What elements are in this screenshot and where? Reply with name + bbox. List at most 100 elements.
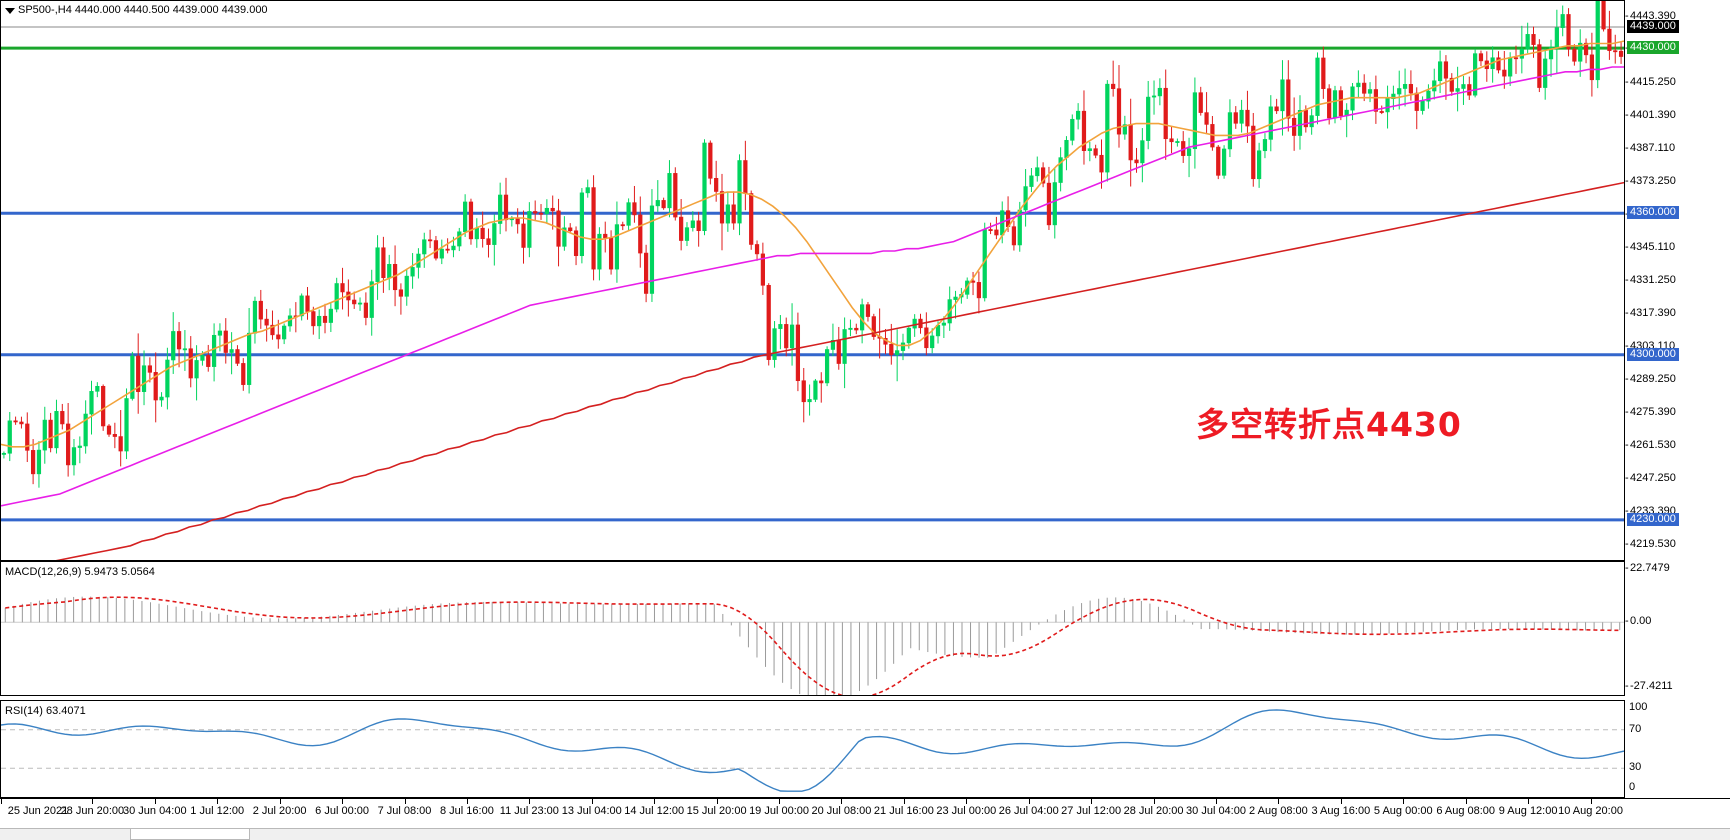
time-axis-tick bbox=[903, 799, 905, 804]
time-axis-tick bbox=[966, 799, 968, 804]
macd-axis-tick: --27.4211 bbox=[1625, 680, 1673, 692]
rsi-series-svg bbox=[1, 709, 1624, 792]
rsi-indicator-label: RSI(14) 63.4071 bbox=[5, 705, 86, 717]
macd-series-svg bbox=[1, 596, 1624, 695]
rsi-y-axis[interactable]: 100 70 30 0 bbox=[1625, 700, 1730, 798]
time-axis-tick bbox=[841, 799, 843, 804]
rsi-axis-tick: 70 bbox=[1629, 722, 1642, 735]
chart-tab[interactable] bbox=[130, 829, 250, 840]
price-axis-tick: -4275.390 bbox=[1625, 405, 1676, 418]
price-axis-tick: -4331.250 bbox=[1625, 274, 1676, 287]
time-axis-tick bbox=[716, 799, 718, 804]
price-series-svg bbox=[1, 1, 1624, 560]
macd-y-axis[interactable]: -22.7479 -0.00 --27.4211 bbox=[1625, 561, 1730, 696]
triangle-down-icon[interactable] bbox=[5, 8, 15, 14]
time-axis-label: 20 Jul 08:00 bbox=[811, 805, 872, 817]
time-axis-tick bbox=[1028, 799, 1030, 804]
price-plot-area[interactable] bbox=[1, 1, 1624, 560]
time-axis-label: 13 Jul 04:00 bbox=[561, 805, 622, 817]
price-y-axis[interactable]: -4443.390-4429.530-4415.250-4401.390-438… bbox=[1625, 0, 1730, 561]
price-axis-tick: -4443.390 bbox=[1625, 9, 1676, 22]
time-axis-label: 1 Jul 12:00 bbox=[190, 805, 245, 817]
macd-panel[interactable] bbox=[0, 561, 1625, 696]
time-axis-label: 26 Jul 04:00 bbox=[998, 805, 1059, 817]
time-axis-label: 8 Jul 16:00 bbox=[440, 805, 494, 817]
time-axis-label: 19 Jul 00:00 bbox=[749, 805, 809, 817]
time-axis-tick bbox=[1465, 799, 1467, 804]
time-axis-label: 28 Jul 20:00 bbox=[1123, 805, 1184, 817]
time-axis-label: 27 Jul 12:00 bbox=[1061, 805, 1122, 817]
price-axis-tick: -4303.110 bbox=[1625, 340, 1676, 353]
time-axis-label: 2 Jul 20:00 bbox=[252, 805, 307, 817]
time-axis-tick bbox=[342, 799, 344, 804]
time-axis-tick bbox=[404, 799, 406, 804]
rsi-axis-tick: 0 bbox=[1629, 781, 1636, 793]
price-level-label[interactable]: 4439.000 bbox=[1627, 19, 1679, 33]
price-level-label[interactable]: 4230.000 bbox=[1627, 512, 1679, 526]
time-axis-label: 10 Aug 20:00 bbox=[1558, 805, 1623, 817]
time-axis-tick bbox=[1091, 799, 1093, 804]
price-level-label[interactable]: 4430.000 bbox=[1627, 41, 1679, 55]
time-axis-tick bbox=[1590, 799, 1592, 804]
rsi-plot-area[interactable] bbox=[1, 701, 1624, 797]
price-axis-tick: -4387.110 bbox=[1625, 142, 1676, 155]
time-axis-tick bbox=[217, 799, 219, 804]
price-level-label[interactable]: 4300.000 bbox=[1627, 347, 1679, 361]
time-axis-label: 23 Jul 00:00 bbox=[936, 805, 997, 817]
price-axis-tick: -4233.390 bbox=[1625, 504, 1676, 517]
time-axis-label: 30 Jun 04:00 bbox=[122, 805, 187, 817]
time-axis-tick bbox=[1153, 799, 1155, 804]
status-bar bbox=[0, 828, 1730, 840]
time-axis-tick bbox=[591, 799, 593, 804]
price-axis-tick: -4219.530 bbox=[1625, 537, 1676, 550]
time-axis-label: 25 Jun 2021 bbox=[7, 805, 69, 817]
time-axis-label: 7 Jul 08:00 bbox=[377, 805, 432, 817]
time-axis-label: 30 Jul 04:00 bbox=[1186, 805, 1246, 817]
time-axis-tick bbox=[1340, 799, 1342, 804]
time-axis-label: 6 Aug 08:00 bbox=[1436, 805, 1496, 817]
price-axis-tick: -4373.250 bbox=[1625, 175, 1676, 188]
time-axis-label: 9 Aug 12:00 bbox=[1498, 805, 1558, 817]
time-axis-tick bbox=[1278, 799, 1280, 804]
price-panel[interactable] bbox=[0, 0, 1625, 561]
time-axis-tick bbox=[1216, 799, 1217, 804]
rsi-axis-tick: 100 bbox=[1629, 701, 1648, 713]
time-axis-tick bbox=[779, 799, 781, 804]
time-axis-tick bbox=[1403, 799, 1405, 804]
macd-axis-tick: -22.7479 bbox=[1625, 562, 1670, 574]
time-axis-tick bbox=[279, 799, 281, 804]
rsi-axis-tick: 30 bbox=[1629, 761, 1642, 774]
time-axis-tick bbox=[654, 799, 656, 804]
time-axis-label: 2 Aug 08:00 bbox=[1249, 805, 1308, 817]
chart-title: SP500-,H4 4440.000 4440.500 4439.000 443… bbox=[18, 4, 268, 16]
price-level-label[interactable]: 4360.000 bbox=[1627, 206, 1679, 220]
time-axis-label: 6 Jul 00:00 bbox=[315, 805, 369, 817]
time-x-axis[interactable]: 25 Jun 2021 28 Jun 20:00 30 Jun 04:00 1 Jul… bbox=[0, 798, 1730, 828]
time-axis-tick bbox=[466, 799, 468, 804]
time-axis-label: 14 Jul 12:00 bbox=[624, 805, 685, 817]
chart-annotation-text: 多空转折点4430 bbox=[1196, 405, 1462, 444]
time-axis-label: 28 Jun 20:00 bbox=[60, 805, 125, 817]
price-axis-tick: -4401.390 bbox=[1625, 108, 1676, 121]
price-axis-tick: -4247.250 bbox=[1625, 472, 1676, 485]
price-axis-tick: -4289.250 bbox=[1625, 373, 1676, 386]
price-axis-tick: -4345.110 bbox=[1625, 241, 1676, 254]
time-axis-tick bbox=[1528, 799, 1530, 804]
price-axis-tick: -4261.530 bbox=[1625, 438, 1676, 451]
time-axis-tick bbox=[529, 799, 531, 804]
time-axis-tick bbox=[154, 799, 156, 804]
price-axis-tick: -4317.390 bbox=[1625, 306, 1676, 319]
time-axis-label: 21 Jul 16:00 bbox=[873, 805, 934, 817]
time-axis-label: 3 Aug 16:00 bbox=[1311, 805, 1371, 817]
macd-indicator-label: MACD(12,26,9) 5.9473 5.0564 bbox=[5, 566, 155, 578]
time-axis-tick bbox=[92, 799, 94, 804]
macd-axis-tick: -0.00 bbox=[1625, 615, 1652, 628]
rsi-panel[interactable] bbox=[0, 700, 1625, 798]
time-axis-label: 15 Jul 20:00 bbox=[686, 805, 747, 817]
time-axis-label: 5 Aug 00:00 bbox=[1373, 805, 1433, 817]
macd-plot-area[interactable] bbox=[1, 562, 1624, 695]
time-axis-label: 11 Jul 23:00 bbox=[499, 805, 559, 817]
price-axis-tick: -4415.250 bbox=[1625, 75, 1676, 88]
time-axis-tick bbox=[1, 799, 2, 804]
